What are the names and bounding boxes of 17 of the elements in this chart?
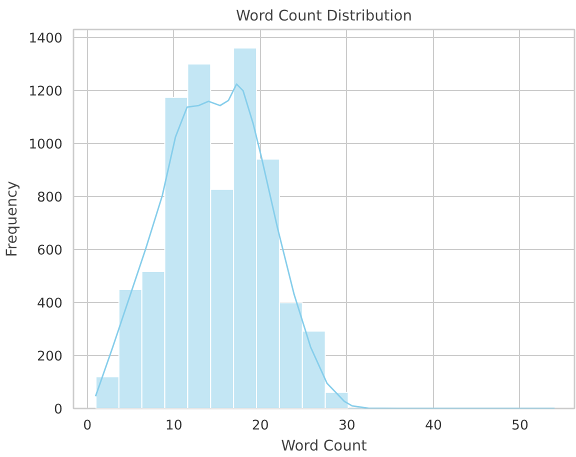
y-tick-label: 0: [54, 402, 63, 418]
y-tick-label: 1000: [28, 137, 63, 152]
y-tick-label: 800: [37, 190, 63, 206]
y-tick-label: 200: [37, 349, 63, 364]
y-tick-label: 400: [37, 296, 63, 312]
x-tick-label: 10: [165, 418, 182, 434]
x-tick-label: 20: [252, 418, 269, 434]
y-tick-label: 1400: [28, 31, 63, 46]
y-tick-label: 1200: [28, 84, 63, 100]
chart-title: Word Count Distribution: [236, 8, 412, 24]
y-tick-label: 600: [37, 243, 63, 258]
x-tick-label: 30: [338, 418, 356, 434]
x-tick-label: 0: [83, 418, 92, 434]
x-axis-title: Word Count: [281, 438, 368, 454]
y-axis-title: Frequency: [4, 180, 21, 257]
x-tick-label: 40: [424, 418, 442, 434]
x-tick-label: 50: [512, 418, 528, 434]
